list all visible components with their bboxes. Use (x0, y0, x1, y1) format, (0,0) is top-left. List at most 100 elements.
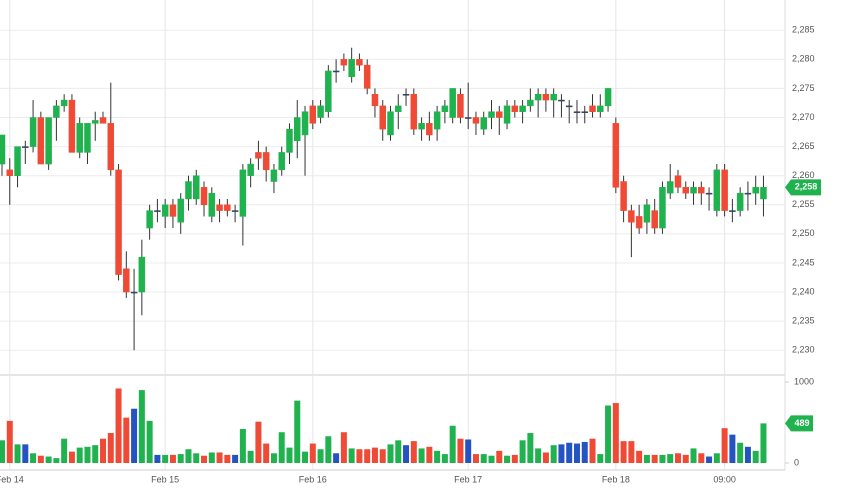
candle-body (729, 210, 736, 212)
candle-body (255, 152, 262, 159)
candle-body (620, 181, 627, 211)
volume-bar (348, 448, 355, 463)
candle-body (573, 111, 581, 113)
candle-body (542, 93, 550, 101)
candle-body (363, 64, 371, 89)
volume-bar (162, 454, 169, 463)
candle-body (371, 93, 379, 107)
price-badge (785, 179, 821, 196)
candle-body (177, 198, 184, 223)
candle-body (690, 187, 697, 194)
candle-body (503, 105, 511, 124)
y-tick-label: 2,250 (792, 228, 815, 238)
volume-bar (239, 428, 246, 463)
volume-bar (527, 433, 534, 463)
x-tick-label: Feb 16 (299, 474, 327, 484)
volume-bar (379, 449, 386, 463)
candle-body (356, 59, 363, 66)
candle-body (332, 70, 340, 73)
volume-bar (255, 421, 262, 463)
y-tick-label: 2,275 (792, 83, 815, 93)
volume-bar (309, 443, 316, 463)
volume-bar (263, 443, 270, 463)
candle-body (84, 123, 91, 153)
volume-bar (317, 449, 324, 463)
volume-badge (785, 415, 813, 432)
volume-bar (434, 450, 441, 463)
volume-bar (760, 423, 767, 463)
candle-body (130, 291, 138, 294)
candle-body (418, 123, 425, 130)
volume-bar (224, 454, 231, 463)
volume-bar (706, 456, 713, 463)
candle-body (410, 93, 418, 130)
candle-body (340, 59, 348, 66)
volume-bar (193, 453, 200, 463)
volume-bar (535, 448, 542, 463)
candle-body (597, 105, 604, 112)
volume-bar (340, 432, 347, 463)
volume-bar (270, 453, 277, 463)
candle-body (527, 99, 534, 107)
candle-body (643, 204, 651, 223)
volume-bar (744, 446, 751, 463)
candle-body (169, 204, 177, 217)
candle-body (146, 210, 153, 229)
volume-bar (496, 450, 503, 463)
candle-body (68, 99, 76, 153)
volume-bar (169, 454, 176, 463)
volume-bar (403, 445, 410, 463)
candle-body (581, 111, 588, 113)
volume-bar (208, 452, 215, 463)
y-tick-label: 2,245 (792, 257, 815, 267)
volume-bar (154, 454, 161, 463)
volume-bar (504, 455, 511, 463)
volume-bar (566, 442, 573, 463)
volume-bar (418, 448, 425, 463)
candle-body (433, 111, 441, 130)
volume-bar (480, 454, 487, 463)
candle-body (309, 105, 317, 124)
volume-badge-label: 489 (794, 418, 809, 428)
volume-bar (107, 433, 114, 463)
candle-body (123, 268, 130, 293)
candle-body (449, 88, 456, 118)
candle-body (301, 111, 309, 136)
candle-body (457, 93, 464, 118)
candle-body (208, 192, 216, 217)
volume-bar (690, 448, 697, 463)
volume-bar (22, 444, 29, 463)
candle-body (154, 210, 161, 212)
candle-body (752, 187, 759, 194)
volume-bar (115, 388, 122, 463)
volume-bar (286, 447, 293, 463)
candle-body (22, 146, 29, 148)
volume-bar (589, 438, 596, 463)
volume-tick-label: 1000 (794, 376, 814, 386)
candle-body (262, 152, 270, 171)
volume-bar (364, 449, 371, 463)
volume-bar (612, 403, 619, 463)
candle-body (480, 117, 487, 130)
volume-bar (628, 441, 635, 463)
volume-bar (201, 455, 208, 463)
volume-bar (100, 438, 107, 463)
candle-body (395, 105, 402, 112)
candle-body (472, 117, 480, 124)
volume-bar (472, 454, 479, 463)
volume-tick-label: 0 (794, 457, 799, 467)
candle-body (99, 117, 107, 124)
volume-bar (302, 451, 309, 463)
candle-body (589, 105, 596, 112)
candle-body (0, 134, 6, 165)
volume-bar (573, 443, 580, 463)
candle-body (721, 169, 728, 211)
volume-bar (643, 454, 650, 463)
candle-body (53, 105, 60, 118)
candle-body (239, 169, 247, 217)
volume-bar (542, 452, 549, 463)
volume-bar (410, 441, 417, 463)
y-tick-label: 2,280 (792, 54, 815, 64)
candle-body (76, 123, 83, 153)
